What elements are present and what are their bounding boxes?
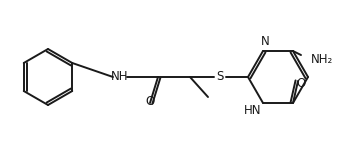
Text: NH₂: NH₂ — [311, 53, 333, 66]
Text: S: S — [216, 71, 224, 84]
Text: O: O — [297, 77, 306, 90]
Text: N: N — [261, 35, 270, 48]
Text: NH: NH — [111, 71, 129, 84]
Text: HN: HN — [244, 104, 261, 117]
Text: O: O — [145, 95, 155, 108]
